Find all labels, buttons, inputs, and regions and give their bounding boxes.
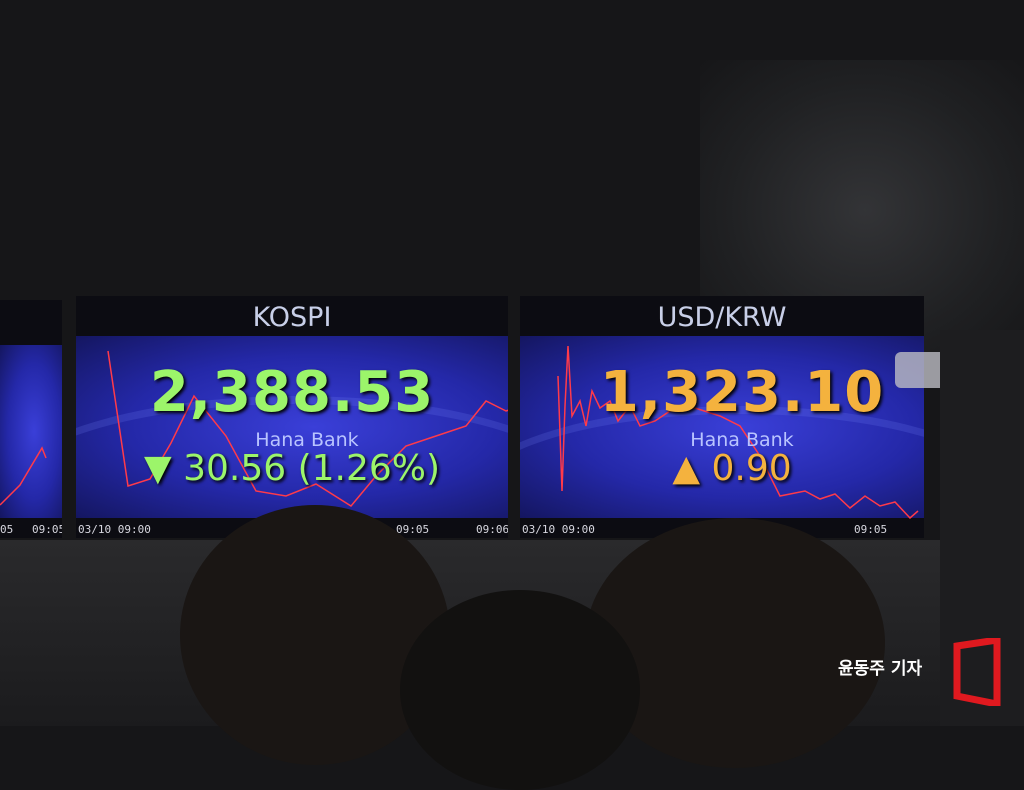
kospi-change-pct: (1.26%)	[297, 448, 441, 489]
usdkrw-change: ▲ 0.90	[520, 448, 924, 489]
tick: 03/10 09:00	[78, 523, 151, 536]
usdkrw-title: USD/KRW	[657, 302, 787, 333]
left-chart-line	[0, 446, 47, 506]
tick: 05	[0, 523, 14, 536]
tick: 09:05	[32, 523, 62, 536]
down-arrow-icon: ▼	[143, 448, 172, 489]
usdkrw-screen: USD/KRW 1,323.10 Hana Bank ▲ 0.90 03/10 …	[520, 296, 924, 538]
hana-bank-logo: Hana Bank	[255, 429, 359, 451]
kospi-change: ▼ 30.56 (1.26%)	[76, 448, 508, 489]
kospi-value: 2,388.53	[149, 360, 435, 425]
kospi-change-value: 30.56	[183, 448, 287, 489]
person-head	[400, 590, 640, 790]
tick: 09:05	[396, 523, 430, 536]
tick: 09:06	[476, 523, 508, 536]
usdkrw-chart-line	[557, 345, 919, 520]
usdkrw-value: 1,323.10	[599, 360, 885, 425]
tick: 03/10 09:00	[522, 523, 595, 536]
usdkrw-change-value: 0.90	[711, 448, 792, 489]
hana-bank-logo: Hana Bank	[690, 429, 794, 451]
kospi-chart-line	[107, 350, 508, 507]
left-partial-screen: 05 09:05	[0, 300, 62, 538]
person-head	[585, 518, 885, 768]
person-head	[180, 505, 450, 765]
tick: 09:05	[854, 523, 888, 536]
kospi-screen: KOSPI 2,388.53 Hana Bank ▼ 30.56 (1.26%)…	[76, 296, 508, 538]
up-arrow-icon: ▲	[672, 448, 701, 489]
kospi-title: KOSPI	[252, 302, 332, 333]
watermark: 윤동주 기자	[838, 659, 923, 679]
press-logo-icon	[953, 638, 1001, 706]
